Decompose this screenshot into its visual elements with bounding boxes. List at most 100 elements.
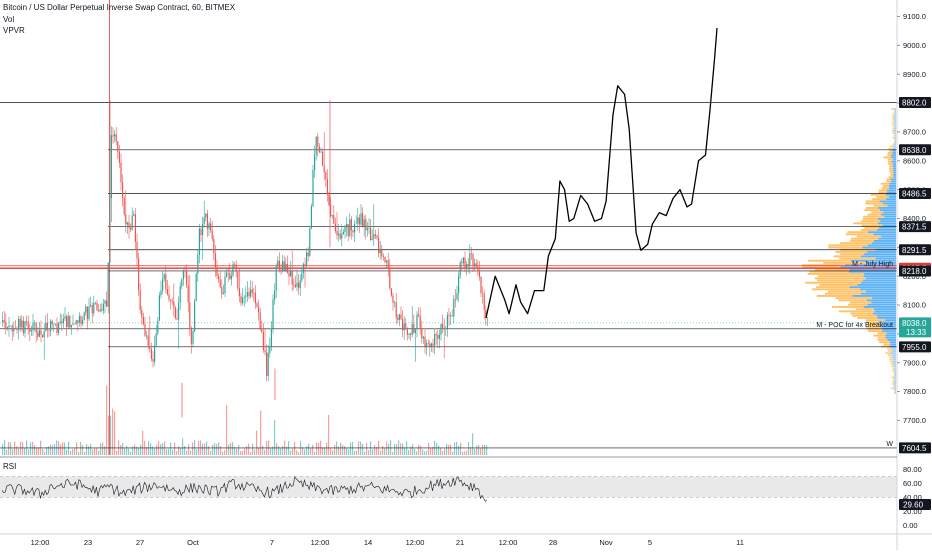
- candle-body: [133, 214, 135, 216]
- vol-indicator-label[interactable]: Vol: [3, 15, 15, 24]
- volume-bar: [448, 444, 450, 455]
- candle-body: [285, 263, 287, 271]
- candle-body: [266, 352, 268, 376]
- volume-bar: [486, 445, 488, 455]
- candle-body: [392, 295, 394, 303]
- profile-bar-down: [871, 211, 884, 214]
- profile-bar-down: [801, 264, 845, 267]
- candle-body: [240, 296, 242, 304]
- profile-bar-down: [811, 288, 860, 291]
- profile-bar-down: [856, 235, 882, 238]
- candle-body: [261, 328, 263, 333]
- volume-bar: [328, 414, 330, 455]
- candle-body: [88, 306, 90, 320]
- candle-body: [341, 234, 343, 239]
- volume-bar: [260, 410, 262, 455]
- volume-bar: [374, 444, 376, 455]
- x-tick-label: 28: [549, 538, 557, 547]
- volume-bar: [192, 442, 194, 455]
- candle-body: [5, 321, 7, 329]
- profile-bar-up: [893, 145, 896, 148]
- volume-bar: [170, 442, 172, 455]
- candle-body: [77, 320, 79, 323]
- candle-body: [64, 316, 66, 319]
- profile-bar-up: [866, 299, 896, 302]
- candle-body: [325, 172, 327, 180]
- volume-bar: [42, 448, 44, 455]
- profile-bar-down: [887, 347, 892, 350]
- candle-body: [461, 262, 463, 264]
- volume-bar: [6, 449, 8, 455]
- candle-body: [128, 222, 130, 228]
- level-annotation: W: [886, 441, 893, 448]
- price-badges: 8802.08638.08486.58371.58291.58227.58218…: [899, 97, 931, 510]
- volume-bar: [270, 447, 272, 455]
- volume-bar: [182, 438, 184, 455]
- profile-bar-down: [840, 242, 872, 245]
- profile-bar-up: [885, 319, 896, 322]
- candle-body: [379, 248, 381, 254]
- candle-body: [294, 284, 296, 287]
- volume-bar: [394, 444, 396, 455]
- candle-body: [210, 223, 212, 231]
- profile-bar-down: [860, 229, 877, 231]
- candle-body: [403, 323, 405, 331]
- level-badge-label: 8638.0: [902, 146, 927, 155]
- rsi-indicator-label[interactable]: RSI: [3, 462, 17, 471]
- profile-bar-down: [891, 116, 894, 119]
- volume-bar: [230, 442, 232, 455]
- profile-bar-down: [888, 147, 893, 150]
- profile-bar-up: [860, 292, 896, 295]
- volume-bar: [132, 446, 134, 455]
- volume-bar: [468, 441, 470, 455]
- profile-bar-down: [801, 266, 841, 269]
- vpvr-indicator-label[interactable]: VPVR: [3, 26, 25, 35]
- profile-bar-up: [894, 127, 896, 130]
- candle-body: [93, 303, 95, 314]
- profile-bar-up: [878, 321, 896, 324]
- profile-bar-down: [870, 193, 886, 196]
- volume-bar: [108, 415, 110, 455]
- profile-bar-up: [860, 281, 896, 284]
- candle-body: [248, 292, 250, 297]
- candle-body: [275, 266, 277, 291]
- candle-body: [280, 269, 282, 271]
- candle-body: [386, 260, 388, 263]
- candle-body: [331, 215, 333, 217]
- profile-bar-down: [887, 152, 893, 154]
- profile-bar-up: [862, 246, 896, 249]
- candle-body: [419, 316, 421, 330]
- profile-bar-down: [888, 176, 894, 179]
- volume-bar: [36, 447, 38, 455]
- profile-bar-down: [865, 319, 886, 322]
- candle-body: [400, 314, 402, 320]
- volume-bar: [402, 443, 404, 455]
- candle-body: [37, 332, 39, 337]
- profile-bar-up: [894, 372, 896, 374]
- candle-body: [453, 298, 455, 317]
- candle-body: [238, 288, 240, 297]
- volume-bar: [446, 444, 448, 455]
- candle-body: [408, 333, 410, 335]
- profile-bar-up: [883, 211, 896, 214]
- volume-bar: [152, 446, 154, 455]
- volume-bar: [298, 451, 300, 455]
- volume-bar: [292, 448, 294, 455]
- candle-body: [290, 270, 292, 277]
- candle-body: [467, 264, 469, 266]
- candle-body: [186, 271, 188, 286]
- candle-body: [446, 315, 448, 329]
- volume-bar: [232, 442, 234, 455]
- candle-body: [264, 350, 266, 353]
- profile-bar-up: [873, 308, 896, 311]
- profile-bar-down: [889, 358, 893, 361]
- profile-bar-down: [887, 154, 892, 157]
- candle-body: [445, 328, 447, 330]
- level-badge: [899, 244, 931, 256]
- profile-bar-up: [873, 233, 896, 236]
- volume-bar: [106, 385, 108, 455]
- candle-body: [293, 284, 295, 286]
- profile-bar-down: [816, 286, 850, 289]
